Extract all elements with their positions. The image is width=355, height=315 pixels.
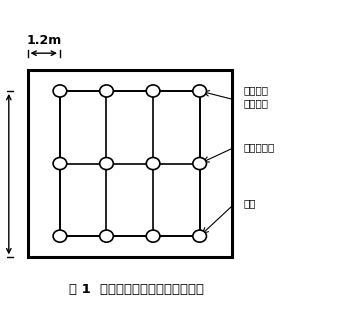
Circle shape (53, 230, 67, 242)
Circle shape (193, 85, 207, 97)
Text: 测点: 测点 (244, 198, 256, 208)
Text: 送风口正
影区边界: 送风口正 影区边界 (244, 85, 269, 108)
Text: 测点外边界: 测点外边界 (244, 142, 275, 152)
Text: 1.2m: 1.2m (26, 33, 61, 47)
Bar (60, 91, 200, 236)
Circle shape (100, 230, 113, 242)
Text: 图 1  截面风速测点平面布置示意图: 图 1 截面风速测点平面布置示意图 (69, 283, 204, 295)
Circle shape (53, 158, 67, 169)
Circle shape (146, 85, 160, 97)
Circle shape (100, 85, 113, 97)
Circle shape (193, 230, 207, 242)
Bar (28, 70, 232, 257)
Text: 1.2m: 1.2m (0, 157, 1, 192)
Circle shape (146, 230, 160, 242)
Circle shape (100, 158, 113, 169)
Circle shape (146, 158, 160, 169)
Circle shape (53, 85, 67, 97)
Circle shape (193, 158, 207, 169)
